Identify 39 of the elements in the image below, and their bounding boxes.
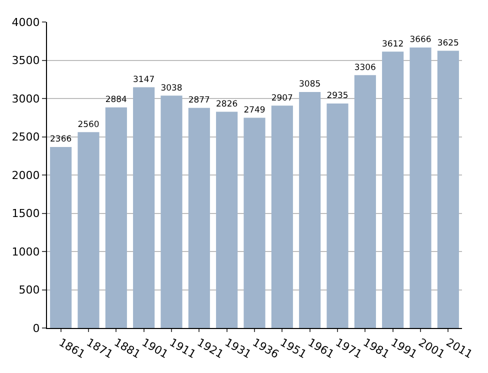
data-label: 2749 — [244, 104, 266, 114]
data-label: 3147 — [133, 74, 155, 84]
y-tick-label: 2500 — [12, 130, 40, 144]
bar — [326, 103, 348, 328]
data-label: 3612 — [382, 38, 404, 48]
data-label: 2935 — [326, 90, 348, 100]
data-label: 3625 — [437, 37, 459, 48]
data-label: 2366 — [50, 134, 72, 144]
data-label: 3666 — [410, 34, 432, 44]
y-tick-label: 0 — [32, 322, 40, 335]
y-tick-label: 4000 — [12, 16, 40, 29]
bar — [78, 132, 100, 328]
y-tick-label: 3000 — [12, 92, 40, 106]
bar — [160, 96, 182, 328]
y-tick-label: 1000 — [12, 245, 40, 258]
data-label: 2826 — [216, 98, 238, 108]
bar — [354, 75, 376, 328]
data-label: 2560 — [78, 118, 100, 129]
data-label: 3038 — [160, 82, 182, 92]
bar — [410, 48, 432, 328]
data-label: 2907 — [271, 92, 293, 102]
y-tick-label: 2000 — [12, 168, 40, 182]
y-tick-label: 1500 — [12, 207, 40, 220]
bar — [382, 52, 404, 328]
bar — [188, 108, 210, 328]
bar — [216, 112, 238, 328]
y-tick-label: 3500 — [12, 54, 40, 68]
bar — [105, 107, 127, 328]
bar — [50, 147, 72, 328]
bar — [133, 87, 155, 328]
data-label: 3306 — [354, 62, 376, 72]
data-label: 3085 — [299, 78, 321, 89]
bar — [244, 118, 266, 328]
data-label: 2877 — [188, 94, 210, 105]
bar — [299, 92, 321, 328]
bar — [271, 106, 293, 328]
y-tick-label: 500 — [18, 284, 40, 297]
data-label: 2884 — [105, 94, 127, 104]
bar — [437, 50, 459, 328]
